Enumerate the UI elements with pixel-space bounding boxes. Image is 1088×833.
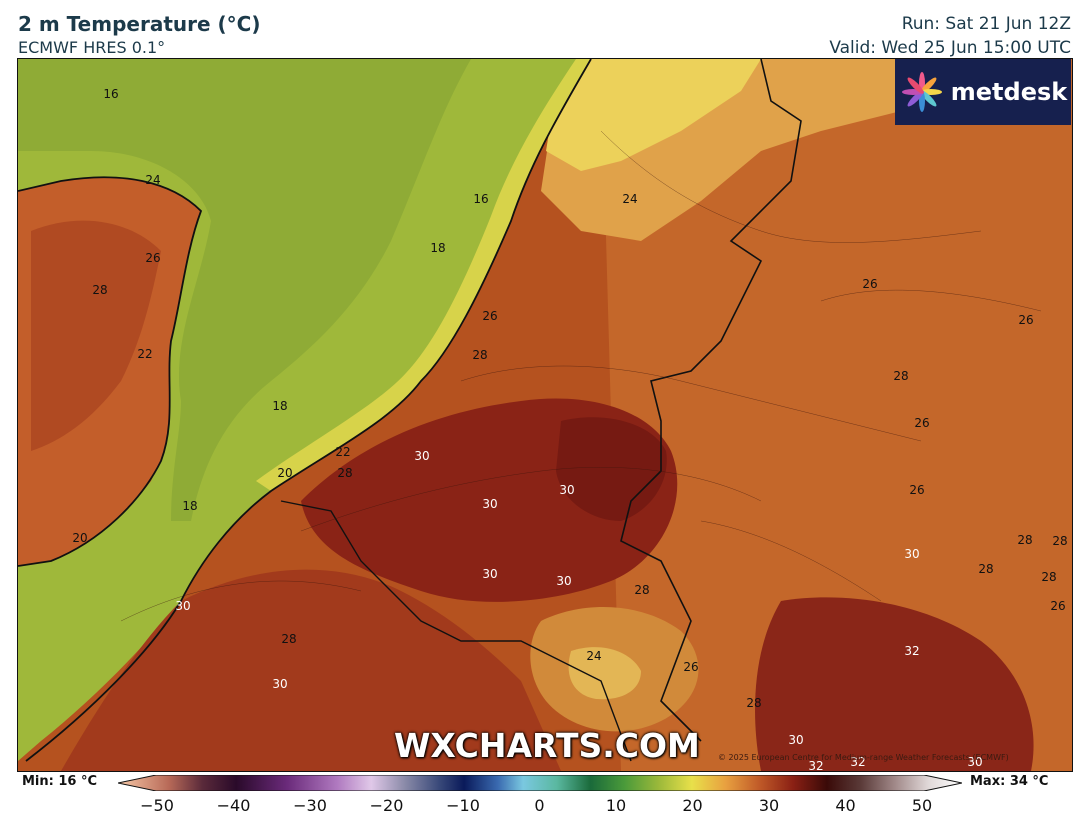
wxcharts-watermark: WXCHARTS.COM	[394, 726, 700, 765]
contour-label: 28	[746, 696, 762, 710]
contour-label: 24	[586, 649, 602, 663]
temperature-colorbar	[118, 775, 962, 791]
contour-label: 28	[978, 562, 994, 576]
coastline-england	[18, 176, 203, 567]
colorbar-tick-label: −40	[216, 796, 251, 815]
contour-label: 18	[430, 241, 446, 255]
contour-label: 30	[559, 483, 575, 497]
contour-label: 32	[904, 644, 920, 658]
contour-label: 30	[967, 755, 983, 769]
colorbar-tick-label: −50	[140, 796, 174, 815]
contour-label: 28	[1052, 534, 1068, 548]
contour-label: 26	[914, 416, 930, 430]
contour-label: 24	[622, 192, 638, 206]
border-france-north	[280, 500, 632, 762]
colorbar-tick-label: 20	[682, 796, 703, 815]
england-warm-core	[31, 220, 161, 451]
map-title: 2 m Temperature (°C)	[18, 12, 261, 36]
contour-label: 28	[472, 348, 488, 362]
contour-label: 26	[862, 277, 878, 291]
colorbar-tick-label: −10	[446, 796, 480, 815]
contour-label: 32	[808, 759, 824, 773]
contour-label: 22	[335, 445, 351, 459]
hot-core-inner	[556, 417, 667, 521]
colorbar-tick-label: −20	[369, 796, 404, 815]
colorbar-tick-label: 30	[758, 796, 780, 815]
contour-label: 28	[1041, 570, 1057, 584]
contour-label: 30	[556, 574, 572, 588]
cool-zone-highland-core	[568, 647, 641, 700]
contour-label: 30	[904, 547, 920, 561]
contour-label: 30	[788, 733, 804, 747]
contour-label: 30	[482, 497, 498, 511]
contour-label: 24	[145, 173, 161, 187]
ecmwf-copyright: © 2025 European Centre for Medium-range …	[718, 753, 1009, 762]
contour-label: 22	[137, 347, 153, 361]
contour-label: 30	[482, 567, 498, 581]
contour-label: 30	[272, 677, 288, 691]
metdesk-logo-text: metdesk	[950, 78, 1068, 106]
hot-zone-se	[755, 597, 1034, 771]
sea-band-warm	[256, 59, 591, 491]
hot-zone-south	[61, 569, 561, 771]
metdesk-flower-icon	[901, 72, 942, 112]
colorbar-tick-label: 50	[911, 796, 933, 815]
metdesk-logo[interactable]: metdesk	[895, 59, 1071, 125]
colorbar-max-label: Max: 34 °C	[970, 774, 1049, 789]
contour-label: 28	[1017, 533, 1033, 547]
contour-label: 26	[145, 251, 161, 265]
contour-label: 28	[337, 466, 353, 480]
contour-label: 26	[1018, 313, 1034, 327]
contour-label: 26	[482, 309, 498, 323]
temp-zone-ne-shore	[546, 59, 761, 171]
contour-label: 26	[909, 483, 925, 497]
coastline-continent	[25, 59, 592, 762]
contour-label: 28	[893, 369, 909, 383]
contour-label: 28	[281, 632, 297, 646]
contour-label: 20	[277, 466, 293, 480]
contour-label: 16	[103, 87, 119, 101]
contour-label: 18	[182, 499, 198, 513]
temperature-map[interactable]	[17, 58, 1073, 772]
colorbar-tick-label: −30	[293, 796, 327, 815]
run-time: Run: Sat 21 Jun 12Z	[901, 14, 1071, 34]
contour-label: 30	[175, 599, 191, 613]
sea-cool-core	[18, 59, 471, 521]
contour-lines	[120, 130, 1042, 622]
model-label: ECMWF HRES 0.1°	[18, 38, 166, 57]
contour-label: 20	[72, 531, 88, 545]
temp-zone-east	[601, 59, 1072, 771]
contour-label: 26	[1050, 599, 1066, 613]
contour-label: 16	[473, 192, 489, 206]
contour-label: 28	[92, 283, 108, 297]
contour-label: 32	[850, 755, 866, 769]
contour-label: 18	[272, 399, 288, 413]
contour-label: 26	[683, 660, 699, 674]
colorbar-tick-labels: −50 −40 −30 −20 −10 0 10 20 30 40 50	[0, 796, 1088, 820]
contour-label: 28	[634, 583, 650, 597]
colorbar-min-label: Min: 16 °C	[22, 774, 98, 789]
north-sea	[18, 59, 591, 761]
contour-label: 30	[414, 449, 430, 463]
colorbar-tick-label: 10	[605, 796, 627, 815]
colorbar-tick-label: 40	[835, 796, 856, 815]
colorbar-tick-label: 0	[534, 796, 545, 815]
valid-time: Valid: Wed 25 Jun 15:00 UTC	[829, 38, 1071, 58]
border-germany-west	[620, 59, 802, 742]
